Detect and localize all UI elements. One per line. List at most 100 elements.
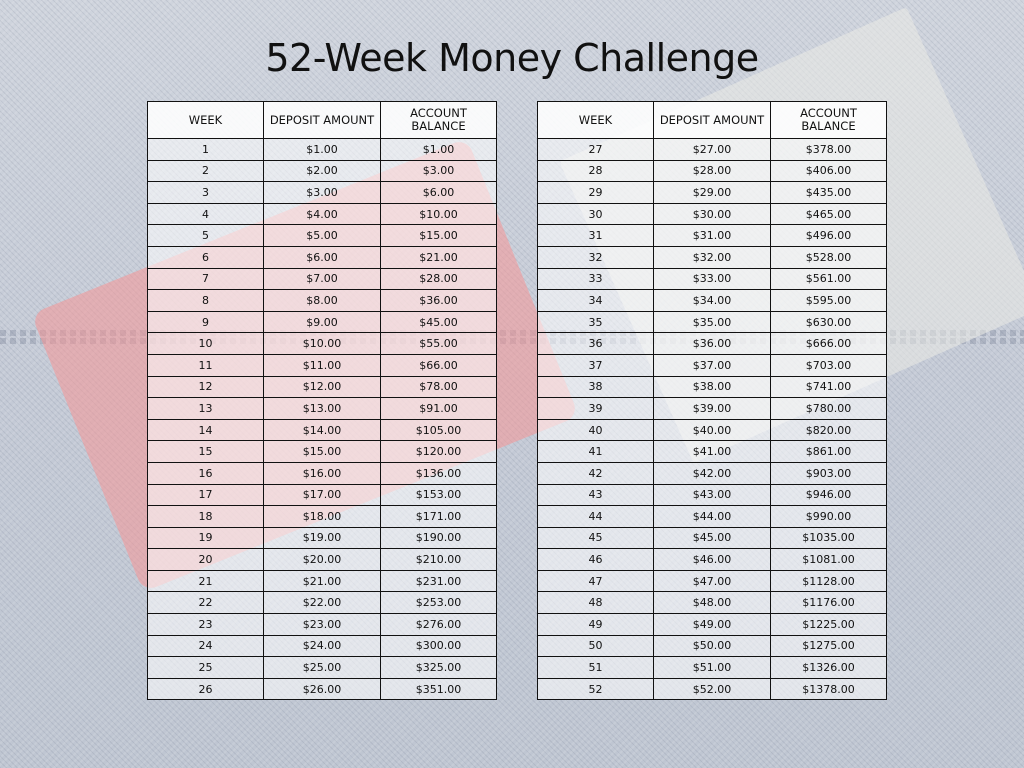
- deposit-cell: $49.00: [653, 613, 771, 636]
- deposit-cell: $17.00: [263, 483, 381, 507]
- deposit-cell: $41.00: [653, 440, 771, 463]
- week-cell: 43: [537, 483, 654, 507]
- deposit-cell: $30.00: [653, 202, 771, 226]
- week-cell: 30: [537, 202, 654, 226]
- week-cell: 48: [537, 591, 654, 615]
- deposit-cell: $15.00: [263, 440, 381, 463]
- balance-cell: $28.00: [380, 267, 497, 291]
- deposit-cell: $28.00: [653, 159, 771, 183]
- table-row: 18 $18.00 $171.00: [147, 505, 497, 528]
- balance-cell: $1.00: [380, 138, 497, 161]
- balance-cell: $136.00: [380, 461, 497, 485]
- deposit-cell: $18.00: [263, 505, 381, 528]
- balance-cell: $210.00: [380, 548, 497, 571]
- balance-cell: $465.00: [770, 202, 887, 226]
- table-header-row: WEEK DEPOSIT AMOUNT ACCOUNT BALANCE: [147, 101, 497, 139]
- balance-cell: $36.00: [380, 289, 497, 312]
- week-cell: 44: [537, 505, 654, 528]
- table-row: 38 $38.00 $741.00: [537, 375, 887, 399]
- week-cell: 10: [147, 332, 264, 355]
- balance-cell: $903.00: [770, 461, 887, 485]
- table-row: 13 $13.00 $91.00: [147, 397, 497, 420]
- week-cell: 3: [147, 181, 264, 204]
- balance-cell: $1176.00: [770, 591, 887, 615]
- deposit-cell: $33.00: [653, 267, 771, 291]
- week-cell: 46: [537, 548, 654, 571]
- table-row: 7 $7.00 $28.00: [147, 267, 497, 291]
- week-cell: 14: [147, 418, 264, 442]
- balance-cell: $21.00: [380, 245, 497, 269]
- balance-cell: $820.00: [770, 418, 887, 442]
- deposit-column-header: DEPOSIT AMOUNT: [653, 101, 771, 139]
- balance-cell: $406.00: [770, 159, 887, 183]
- table-row: 46 $46.00 $1081.00: [537, 548, 887, 571]
- table-row: 45 $45.00 $1035.00: [537, 526, 887, 550]
- table-row: 43 $43.00 $946.00: [537, 483, 887, 507]
- table-row: 39 $39.00 $780.00: [537, 397, 887, 420]
- week-cell: 2: [147, 159, 264, 183]
- balance-cell: $231.00: [380, 569, 497, 593]
- deposit-cell: $12.00: [263, 375, 381, 399]
- deposit-cell: $43.00: [653, 483, 771, 507]
- week-cell: 33: [537, 267, 654, 291]
- table-row: 10 $10.00 $55.00: [147, 332, 497, 355]
- balance-cell: $1128.00: [770, 569, 887, 593]
- balance-cell: $120.00: [380, 440, 497, 463]
- table-row: 19 $19.00 $190.00: [147, 526, 497, 550]
- balance-cell: $1035.00: [770, 526, 887, 550]
- page-title: 52-Week Money Challenge: [265, 36, 759, 80]
- deposit-cell: $48.00: [653, 591, 771, 615]
- balance-cell: $15.00: [380, 224, 497, 247]
- table-row: 31 $31.00 $496.00: [537, 224, 887, 247]
- week-cell: 19: [147, 526, 264, 550]
- week-cell: 13: [147, 397, 264, 420]
- week-column-header: WEEK: [537, 101, 654, 139]
- table-row: 3 $3.00 $6.00: [147, 181, 497, 204]
- balance-cell: $78.00: [380, 375, 497, 399]
- deposit-cell: $13.00: [263, 397, 381, 420]
- week-cell: 32: [537, 245, 654, 269]
- balance-header-line2: BALANCE: [411, 119, 466, 133]
- deposit-cell: $19.00: [263, 526, 381, 550]
- balance-cell: $66.00: [380, 353, 497, 377]
- balance-cell: $276.00: [380, 613, 497, 636]
- balance-cell: $666.00: [770, 332, 887, 355]
- deposit-cell: $32.00: [653, 245, 771, 269]
- week-cell: 35: [537, 310, 654, 334]
- table-row: 4 $4.00 $10.00: [147, 202, 497, 226]
- balance-cell: $378.00: [770, 138, 887, 161]
- week-cell: 4: [147, 202, 264, 226]
- table-body: 1 $1.00 $1.00 2 $2.00 $3.00 3 $3.00 $6.00 4 $4.00 $…: [147, 138, 497, 701]
- deposit-cell: $26.00: [263, 677, 381, 701]
- table-row: 1 $1.00 $1.00: [147, 138, 497, 161]
- balance-cell: $105.00: [380, 418, 497, 442]
- table-row: 51 $51.00 $1326.00: [537, 656, 887, 679]
- week-cell: 12: [147, 375, 264, 399]
- table-row: 27 $27.00 $378.00: [537, 138, 887, 161]
- balance-cell: $703.00: [770, 353, 887, 377]
- week-cell: 51: [537, 656, 654, 679]
- table-row: 29 $29.00 $435.00: [537, 181, 887, 204]
- week-cell: 41: [537, 440, 654, 463]
- table-row: 5 $5.00 $15.00: [147, 224, 497, 247]
- balance-column-header: ACCOUNT BALANCE: [770, 101, 887, 139]
- deposit-cell: $50.00: [653, 634, 771, 658]
- balance-cell: $780.00: [770, 397, 887, 420]
- table-row: 49 $49.00 $1225.00: [537, 613, 887, 636]
- table-row: 47 $47.00 $1128.00: [537, 569, 887, 593]
- week-cell: 42: [537, 461, 654, 485]
- table-row: 22 $22.00 $253.00: [147, 591, 497, 615]
- deposit-cell: $25.00: [263, 656, 381, 679]
- table-row: 14 $14.00 $105.00: [147, 418, 497, 442]
- deposit-cell: $31.00: [653, 224, 771, 247]
- week-cell: 49: [537, 613, 654, 636]
- week-cell: 29: [537, 181, 654, 204]
- week-cell: 28: [537, 159, 654, 183]
- week-cell: 26: [147, 677, 264, 701]
- table-row: 34 $34.00 $595.00: [537, 289, 887, 312]
- balance-header-line1: ACCOUNT: [410, 106, 467, 120]
- table-row: 24 $24.00 $300.00: [147, 634, 497, 658]
- balance-cell: $55.00: [380, 332, 497, 355]
- week-cell: 40: [537, 418, 654, 442]
- balance-cell: $1378.00: [770, 677, 887, 701]
